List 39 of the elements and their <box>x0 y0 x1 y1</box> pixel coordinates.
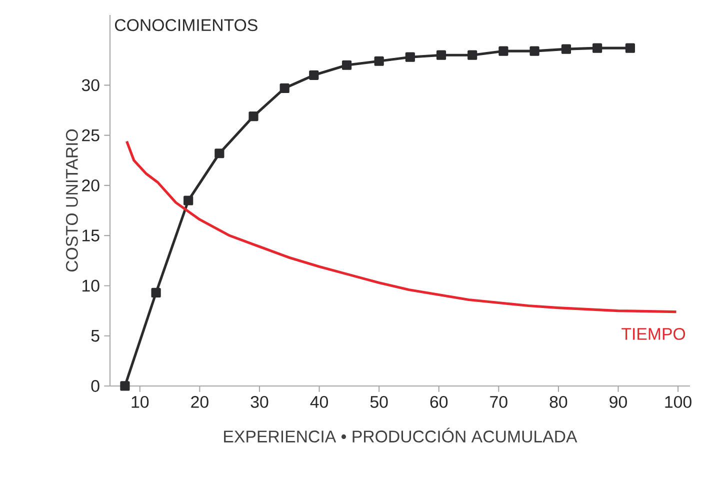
point <box>248 111 258 122</box>
series-label: TIEMPO <box>622 328 686 340</box>
x-tick-label: 90 <box>610 396 627 408</box>
x-tick-label: 100 <box>665 396 692 408</box>
x-tick-label: 50 <box>370 396 388 408</box>
x-tick-label: 80 <box>550 396 568 408</box>
point <box>342 60 352 70</box>
y-tick-label: 30 <box>82 79 100 92</box>
x-tick-label: 10 <box>132 396 149 408</box>
y-tick-label: 0 <box>91 380 100 392</box>
point <box>498 46 508 56</box>
y-tick-label: 15 <box>82 230 100 242</box>
point <box>625 43 635 53</box>
x-tick-label: 30 <box>250 396 268 408</box>
point <box>405 52 415 62</box>
point <box>561 44 572 54</box>
y-axis-title: COSTO UNITARIO <box>66 129 78 272</box>
x-axis-title: EXPERIENCIA • PRODUCCIÓN ACUMULADA <box>224 428 578 442</box>
y-tick-label: 20 <box>82 179 100 192</box>
line-series <box>125 140 678 314</box>
point <box>592 43 602 53</box>
x-tick-label: 20 <box>191 396 208 408</box>
x-tick-label: 40 <box>310 396 328 408</box>
point <box>309 70 319 80</box>
y-tick-label: 10 <box>82 280 100 292</box>
point <box>468 50 478 60</box>
point <box>151 288 161 298</box>
y-tick-label: 25 <box>82 129 100 142</box>
text: CONOCIMIENTOS <box>115 19 258 32</box>
point <box>280 83 290 93</box>
x-tick-label: 60 <box>430 396 448 408</box>
point <box>184 196 194 206</box>
point <box>530 46 540 56</box>
point <box>120 381 130 391</box>
point <box>374 56 384 66</box>
y-tick-label: 5 <box>91 330 100 342</box>
point <box>436 50 446 60</box>
x-tick-label: 70 <box>490 396 508 408</box>
point <box>214 148 224 158</box>
